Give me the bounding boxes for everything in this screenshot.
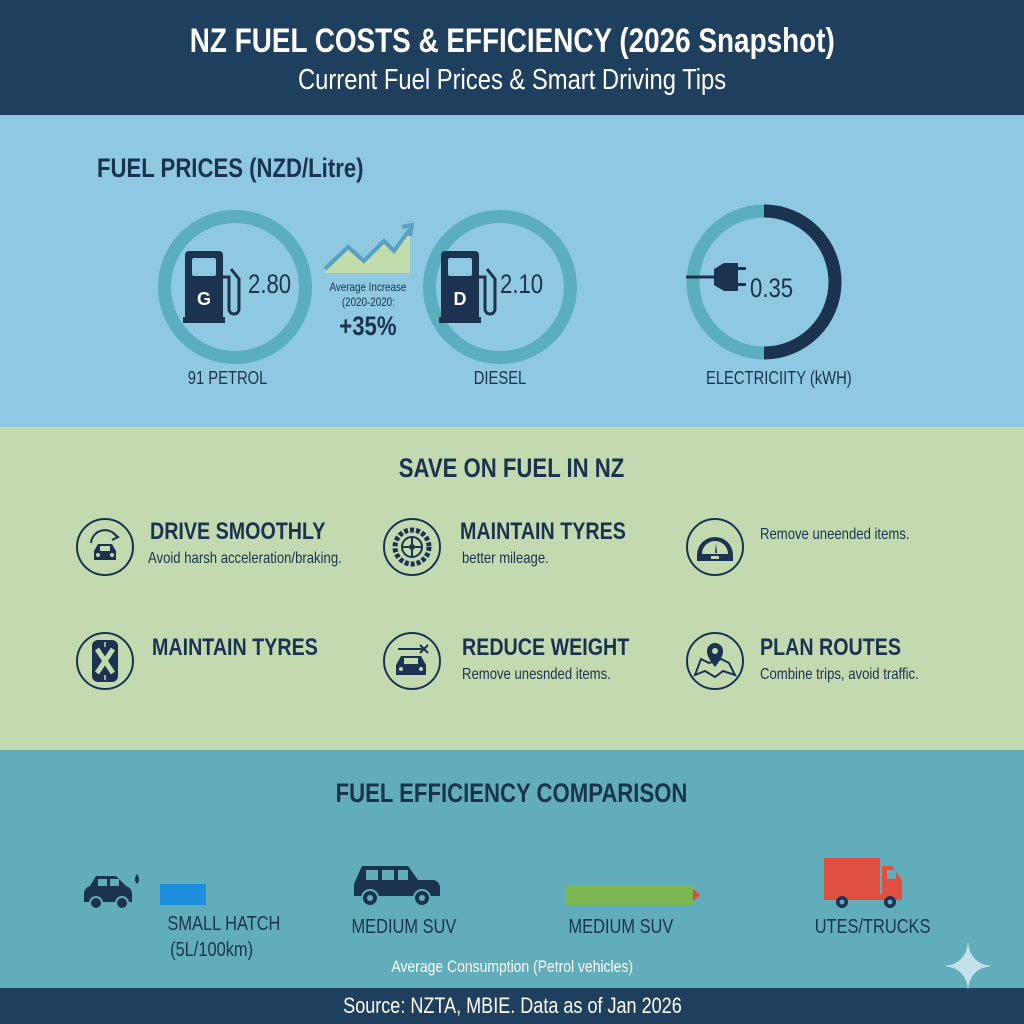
fuel-tips-heading: SAVE ON FUEL IN NZ (399, 453, 625, 483)
medium-suv-bar (566, 885, 694, 905)
page-subtitle: Current Fuel Prices & Smart Driving Tips (297, 64, 727, 96)
medium-suv-label: MEDIUM SUV (351, 916, 457, 938)
fuel-pump-icon: G (183, 251, 241, 323)
trend-up-arrow-icon (323, 222, 414, 273)
truck-icon (824, 858, 902, 908)
petrol-price-value: 2.80 (248, 269, 292, 299)
electricity-label: ELECTRICIITY (kWH) (705, 368, 852, 388)
diesel-label: DIESEL (473, 368, 527, 388)
petrol-label: 91 PETROL (188, 368, 268, 388)
header-banner: NZ FUEL COSTS & EFFICIENCY (2026 Snapsho… (0, 0, 1024, 115)
medium-suv-label-2: MEDIUM SUV (568, 916, 674, 938)
fuel-tips-section: SAVE ON FUEL IN NZ DRIVE SMOOTHLY Avoid … (0, 427, 1024, 750)
tip-desc-drive-smoothly: Avoid harsh acceleration/braking. (148, 550, 342, 567)
trucks-label: UTES/TRUCKS (814, 916, 931, 938)
tip-title-drive-smoothly: DRIVE SMOOTHLY (150, 518, 326, 545)
speedometer-icon (686, 518, 744, 576)
tip-title-maintain-tyres-2: MAINTAIN TYRES (152, 634, 318, 661)
page-title: NZ FUEL COSTS & EFFICIENCY (2026 Snapsho… (189, 22, 835, 60)
fuel-prices-section: FUEL PRICES (NZD/Litre) G 2.80 91 PETROL… (0, 115, 1024, 427)
fuel-efficiency-section: FUEL EFFICIENCY COMPARISON SMALL HATCH (… (0, 750, 1024, 988)
small-hatch-consumption: (5L/100km) (170, 939, 254, 961)
small-hatch-bar (160, 884, 206, 905)
svg-text:G: G (197, 289, 211, 309)
tip-desc-reduce-weight: Remove unesnded items. (462, 666, 611, 683)
hatchback-icon (84, 874, 139, 910)
tip-desc-maintain-tyres: better mileage. (462, 550, 549, 567)
bar-arrow-tip (693, 889, 700, 901)
tip-desc-remove-items: Remove uneended items. (760, 526, 910, 543)
fuel-pump-icon: D (439, 251, 497, 323)
trend-percentage: +35% (339, 311, 397, 341)
electricity-price-value: 0.35 (750, 273, 794, 303)
tip-desc-plan-routes: Combine trips, avoid traffic. (760, 666, 919, 683)
trend-label: Average Increase (2020-2020: (329, 280, 407, 309)
tip-title-reduce-weight: REDUCE WEIGHT (462, 634, 630, 661)
footer-source: Source: NZTA, MBIE. Data as of Jan 2026 (0, 988, 1024, 1024)
svg-text:D: D (454, 289, 467, 309)
map-pin-icon (686, 632, 744, 690)
car-circular-arrow-icon (76, 518, 134, 576)
small-hatch-label: SMALL HATCH (167, 913, 281, 935)
tyre-icon (383, 518, 441, 576)
diesel-price-value: 2.10 (500, 269, 544, 299)
electricity-ring (686, 204, 842, 360)
sparkle-icon (944, 942, 992, 990)
suv-icon (354, 866, 440, 907)
tip-title-maintain-tyres: MAINTAIN TYRES (460, 518, 626, 545)
tyre-tread-icon (76, 632, 134, 690)
tip-title-plan-routes: PLAN ROUTES (760, 634, 902, 661)
fuel-prices-heading: FUEL PRICES (NZD/Litre) (97, 153, 364, 183)
plug-icon (686, 263, 746, 291)
fuel-efficiency-heading: FUEL EFFICIENCY COMPARISON (336, 778, 688, 808)
efficiency-caption: Average Consumption (Petrol vehicles) (391, 957, 633, 976)
car-roof-rack-icon (383, 632, 441, 690)
